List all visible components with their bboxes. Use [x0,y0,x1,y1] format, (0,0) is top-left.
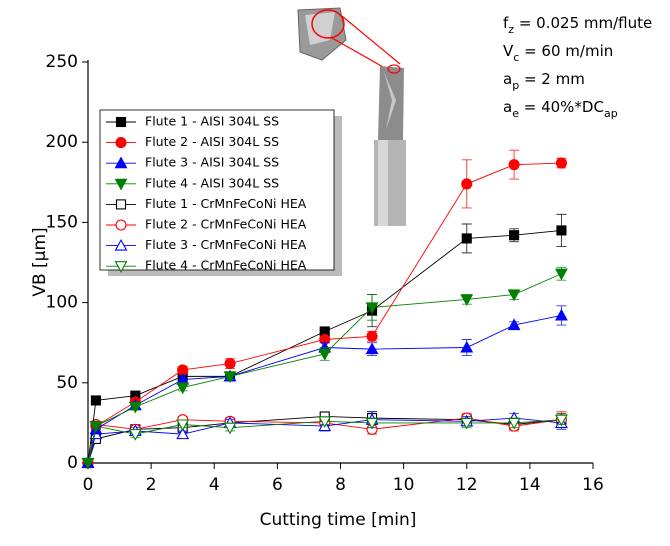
marker [114,238,128,251]
series-line [87,162,562,464]
series-line [87,229,562,464]
marker [461,233,472,244]
legend-label: Flute 4 - CrMnFeCoNi HEA [145,258,307,273]
legend-label: Flute 2 - CrMnFeCoNi HEA [145,217,307,232]
annotation: fz = 0.025 mm/flute [503,14,652,36]
x-tick-label: 12 [456,475,478,495]
legend-label: Flute 1 - CrMnFeCoNi HEA [145,196,307,211]
marker [115,219,127,231]
marker [176,419,190,432]
tool-image [297,7,406,226]
annotation-text: a [503,70,512,88]
marker [176,382,190,395]
marker [556,225,567,236]
marker [223,422,237,435]
x-tick-label: 2 [146,475,157,495]
marker [365,342,379,355]
marker [555,308,568,321]
marker [176,427,190,440]
marker [89,421,103,433]
marker [114,178,128,191]
y-tick-label: 50 [56,373,78,393]
marker [224,358,236,370]
marker [128,401,142,414]
x-axis-label: Cutting time [min] [260,510,417,530]
marker [318,348,332,361]
marker [508,159,520,171]
marker [365,417,379,430]
marker [460,294,474,307]
annotation-text: f [503,14,509,32]
marker [223,371,237,384]
marker [555,414,568,427]
annotation: ap = 2 mm [503,70,585,92]
series-line [87,314,562,464]
annotation-text: = 60 m/min [519,42,613,60]
x-tick-label: 0 [83,475,94,495]
marker [115,137,127,149]
series-line [87,273,562,464]
marker [90,395,101,406]
legend-label: Flute 3 - AISI 304L SS [145,155,279,170]
legend [99,109,335,271]
y-tick-label: 0 [67,453,78,473]
marker [128,429,142,441]
marker [555,157,567,169]
marker [366,330,378,342]
y-tick-label: 100 [46,293,78,313]
series-line [87,417,562,464]
x-tick-label: 8 [335,475,346,495]
annotation-subscript: ap [604,107,618,120]
annotation-subscript: c [513,51,519,64]
marker [509,230,520,241]
annotation-subscript: p [512,79,519,92]
annotation-text: V [503,42,514,60]
series [81,266,568,470]
marker [115,116,127,128]
marker [460,340,474,353]
marker [81,457,95,470]
annotation-subscript: z [508,23,514,36]
annotation-text: = 0.025 mm/flute [514,14,652,32]
x-tick-label: 4 [209,475,220,495]
marker [115,199,127,210]
y-tick-label: 250 [46,52,78,72]
x-tick-label: 10 [393,475,415,495]
annotation-subscript: e [512,107,519,120]
y-tick-label: 150 [46,212,78,232]
x-tick-label: 16 [582,475,604,495]
legend-label: Flute 2 - AISI 304L SS [145,134,279,149]
x-tick-label: 14 [519,475,541,495]
annotation: Vc = 60 m/min [503,42,613,64]
legend-label: Flute 4 - AISI 304L SS [145,175,279,190]
annotation-text: a [503,98,512,116]
y-tick-label: 200 [46,132,78,152]
marker [114,156,128,169]
marker [507,289,521,302]
marker [461,178,473,190]
x-tick-label: 6 [272,475,283,495]
annotation-text: = 2 mm [519,70,585,88]
marker [365,302,379,315]
annotation-text: = 40%*DC [519,98,604,116]
series-line [87,419,562,464]
marker [507,417,521,430]
legend-label: Flute 3 - CrMnFeCoNi HEA [145,237,307,252]
annotation: ae = 40%*DCap [503,98,618,120]
y-axis-label: VB [µm] [30,227,50,296]
marker [555,268,568,281]
marker [460,417,474,430]
series [81,414,568,470]
marker [507,318,521,331]
legend-label: Flute 1 - AISI 304L SS [145,114,279,129]
marker [318,416,332,428]
marker [114,261,128,273]
